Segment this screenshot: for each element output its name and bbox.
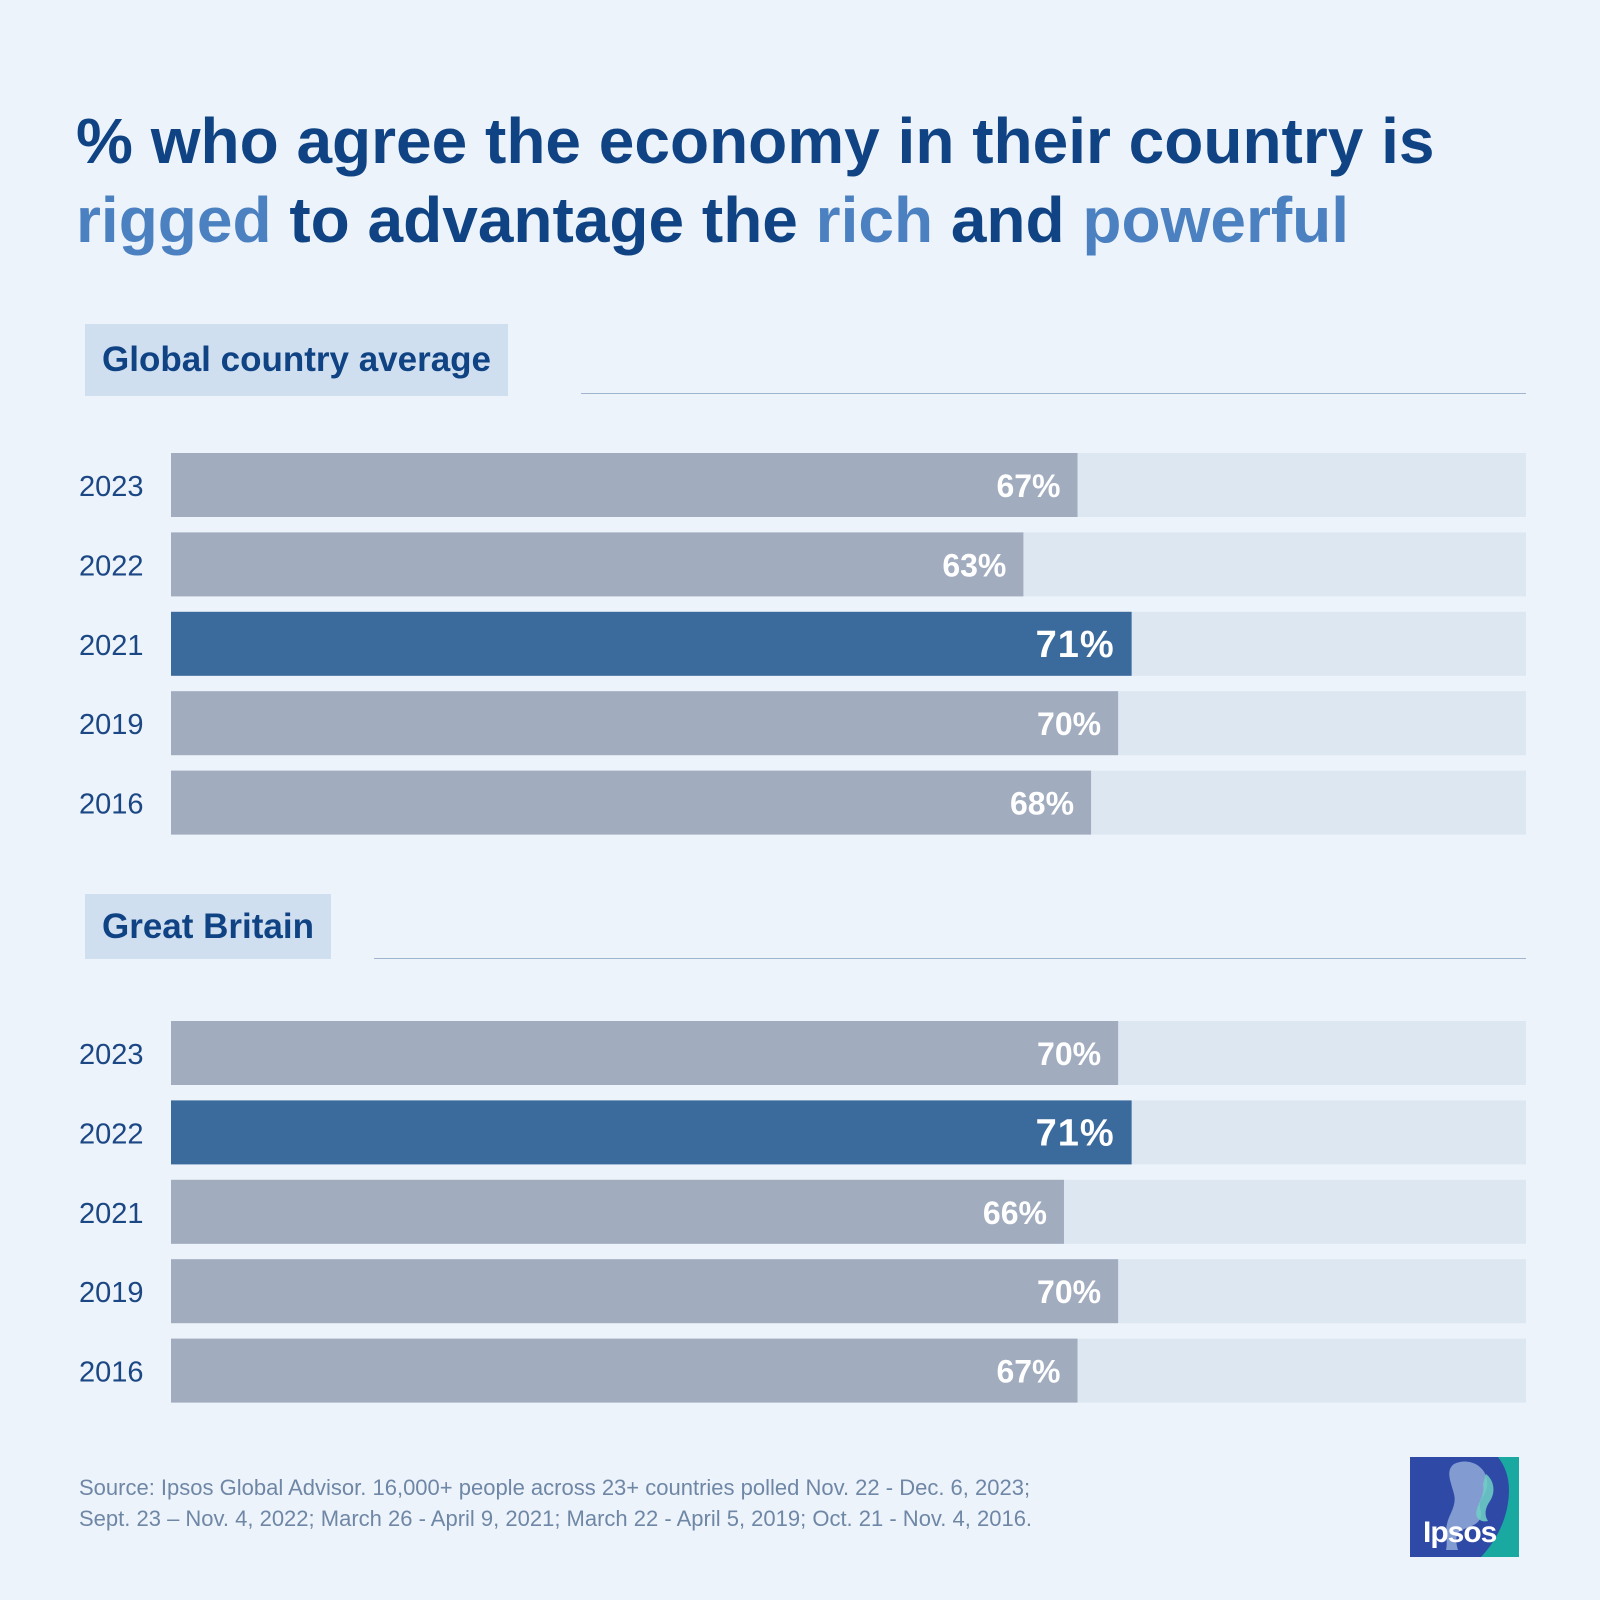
title-part-1: % who agree the economy in their country… xyxy=(76,105,1435,177)
gb-year-label-2021: 2021 xyxy=(79,1198,144,1230)
title-part-5: and xyxy=(933,184,1083,256)
gb-year-label-2023: 2023 xyxy=(79,1039,144,1071)
gb-value-label-2022: 71% xyxy=(1036,1112,1115,1154)
ipsos-logo-icon xyxy=(1410,1457,1519,1557)
source-note: Source: Ipsos Global Advisor. 16,000+ pe… xyxy=(79,1472,1339,1534)
source-line-1: Source: Ipsos Global Advisor. 16,000+ pe… xyxy=(79,1475,1031,1500)
title-highlight-powerful: powerful xyxy=(1082,184,1350,256)
global-value-label-2023: 67% xyxy=(996,468,1060,504)
global-bar-2016 xyxy=(171,770,1092,835)
source-line-2: Sept. 23 – Nov. 4, 2022; March 26 - Apri… xyxy=(79,1506,1033,1531)
global-bar-2021 xyxy=(171,611,1132,676)
gb-bar-2022 xyxy=(171,1100,1132,1165)
title-highlight-rigged: rigged xyxy=(76,184,272,256)
great-britain-section-divider xyxy=(374,958,1526,959)
gb-value-label-2019: 70% xyxy=(1037,1274,1101,1310)
global-value-label-2021: 71% xyxy=(1036,624,1115,666)
global-section-title: Global country average xyxy=(85,324,509,396)
gb-value-label-2016: 67% xyxy=(996,1354,1060,1390)
global-value-label-2016: 68% xyxy=(1010,786,1074,822)
gb-value-label-2023: 70% xyxy=(1037,1036,1101,1072)
gb-bar-2019 xyxy=(171,1259,1119,1324)
great-britain-section-title: Great Britain xyxy=(85,894,331,959)
gb-value-label-2021: 66% xyxy=(983,1195,1047,1231)
global-year-label-2021: 2021 xyxy=(79,630,144,662)
global-bar-2022 xyxy=(171,532,1024,597)
great-britain-bar-chart: 2023 70% 2022 71% 2021 66% 2019 70% 2016 67% xyxy=(79,1021,1526,1403)
global-bar-2023 xyxy=(171,453,1078,517)
gb-year-label-2022: 2022 xyxy=(79,1118,144,1150)
gb-bar-2016 xyxy=(171,1338,1078,1403)
global-year-label-2023: 2023 xyxy=(79,471,144,503)
gb-bar-2021 xyxy=(171,1179,1064,1244)
gb-year-label-2016: 2016 xyxy=(79,1357,144,1389)
global-value-label-2022: 63% xyxy=(942,547,1006,583)
chart-title: % who agree the economy in their country… xyxy=(76,102,1536,260)
gb-bar-2023 xyxy=(171,1021,1119,1085)
ipsos-logo: Ipsos xyxy=(1410,1457,1519,1557)
global-year-label-2016: 2016 xyxy=(79,789,144,821)
global-value-label-2019: 70% xyxy=(1037,706,1101,742)
global-country-average-bar-chart: 2023 67% 2022 63% 2021 71% 2019 70% 2016 68% xyxy=(79,453,1526,835)
global-bar-2019 xyxy=(171,691,1119,756)
global-year-label-2019: 2019 xyxy=(79,709,144,741)
gb-year-label-2019: 2019 xyxy=(79,1277,144,1309)
global-year-label-2022: 2022 xyxy=(79,550,144,582)
global-section-divider xyxy=(581,393,1526,394)
title-part-3: to advantage the xyxy=(271,184,816,256)
ipsos-logo-text: Ipsos xyxy=(1423,1516,1497,1549)
title-highlight-rich: rich xyxy=(815,184,934,256)
